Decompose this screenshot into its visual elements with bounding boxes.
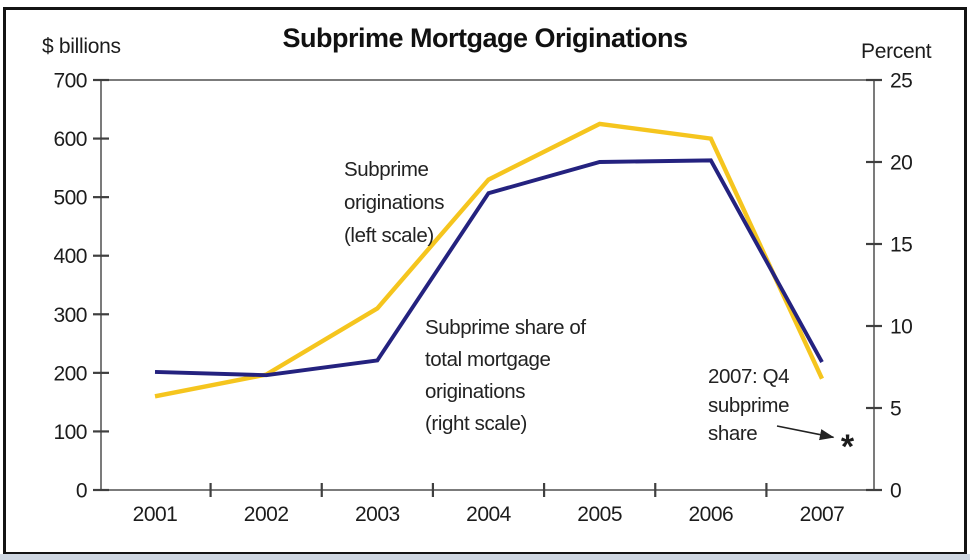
svg-text:2001: 2001 (133, 503, 178, 526)
svg-text:5: 5 (890, 398, 901, 421)
svg-text:2007: 2007 (800, 503, 845, 526)
svg-text:700: 700 (53, 70, 87, 93)
chart-title: Subprime Mortgage Originations (282, 23, 688, 53)
x-axis-ticks-and-labels: 2001 2002 2003 2004 2005 2006 2007 (133, 483, 845, 526)
svg-text:200: 200 (53, 362, 87, 385)
svg-text:2006: 2006 (688, 503, 733, 526)
annotation-right-series: Subprime share of total mortgage origina… (425, 316, 586, 435)
left-axis-unit-label: $ billions (42, 35, 121, 58)
right-axis-ticks: 25 20 15 10 5 0 (866, 70, 913, 503)
svg-text:15: 15 (890, 234, 912, 257)
page-edge-strip (0, 554, 970, 560)
svg-text:100: 100 (53, 421, 87, 444)
svg-text:10: 10 (890, 316, 912, 339)
svg-text:25: 25 (890, 70, 912, 93)
left-axis-ticks: 700 600 500 400 300 200 100 0 (53, 70, 109, 503)
svg-text:20: 20 (890, 152, 912, 175)
svg-text:2002: 2002 (244, 503, 289, 526)
right-axis-unit-label: Percent (861, 40, 932, 63)
svg-text:2003: 2003 (355, 503, 400, 526)
svg-text:0: 0 (890, 480, 901, 503)
svg-text:300: 300 (53, 304, 87, 327)
svg-text:2005: 2005 (577, 503, 622, 526)
annotation-left-series: Subprime originations (left scale) (344, 158, 445, 247)
annotation-arrow (776, 425, 835, 441)
svg-text:400: 400 (53, 245, 87, 268)
svg-text:500: 500 (53, 187, 87, 210)
series-line-subprime-share (154, 158, 824, 378)
svg-text:0: 0 (76, 480, 87, 503)
svg-text:2004: 2004 (466, 503, 512, 526)
annotation-q4-note: 2007: Q4 subprime share (708, 365, 790, 445)
q4-subprime-share-marker: * (841, 428, 855, 466)
svg-text:600: 600 (53, 128, 87, 151)
